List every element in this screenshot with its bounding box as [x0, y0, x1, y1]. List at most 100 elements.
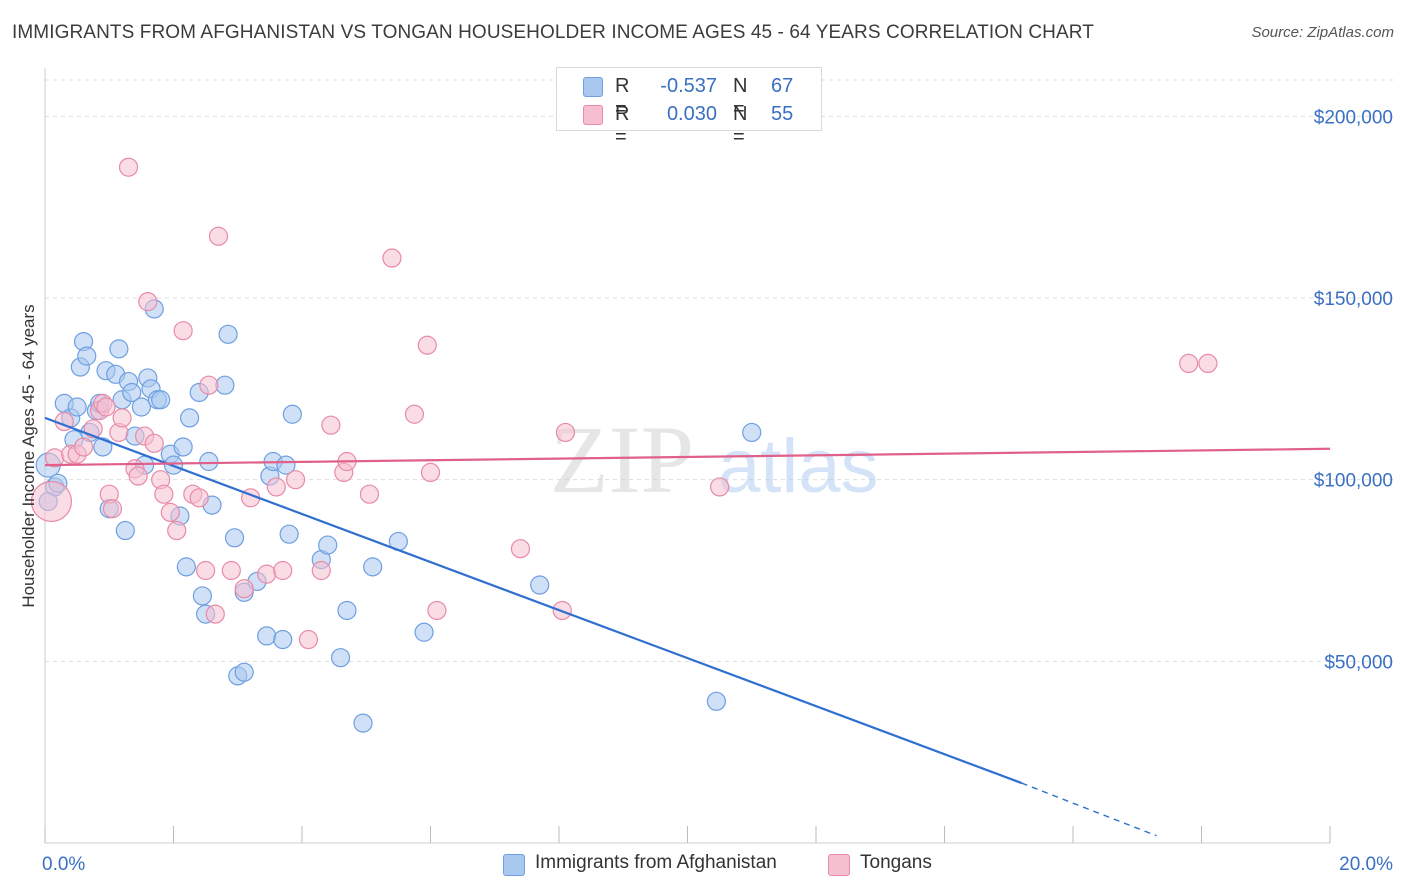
- n-value: 67: [771, 75, 794, 97]
- point-afghanistan: [109, 339, 129, 359]
- trend-lines: [44, 416, 1331, 837]
- point-tongans: [404, 404, 425, 424]
- n-label: N =: [733, 103, 748, 148]
- point-tongans: [73, 437, 94, 457]
- legend-swatch-blue: [503, 854, 525, 876]
- point-afghanistan: [279, 524, 299, 544]
- legend-swatch-pink: [828, 854, 850, 876]
- point-tongans: [102, 499, 123, 519]
- point-afghanistan: [742, 422, 762, 443]
- point-tongans: [205, 604, 225, 624]
- point-afghanistan: [122, 382, 142, 403]
- stats-swatch-pink: [583, 105, 603, 125]
- stats-swatch-blue: [583, 77, 603, 97]
- point-afghanistan: [224, 528, 245, 548]
- watermark-atlas: atlas: [718, 424, 879, 509]
- point-afghanistan: [257, 626, 277, 646]
- point-tongans: [417, 335, 437, 355]
- point-tongans: [710, 477, 730, 497]
- trend-line-tongans: [44, 447, 1331, 467]
- point-tongans: [154, 484, 174, 504]
- n-label: N =: [733, 75, 748, 120]
- point-afghanistan: [192, 586, 213, 606]
- point-tongans: [160, 502, 180, 522]
- point-afghanistan: [276, 455, 296, 475]
- point-tongans: [196, 560, 216, 581]
- point-afghanistan: [414, 622, 434, 642]
- point-tongans: [118, 157, 139, 177]
- point-tongans: [128, 466, 148, 486]
- legend-label: Tongans: [860, 852, 932, 873]
- point-afghanistan: [179, 408, 200, 428]
- axes: [44, 68, 1331, 844]
- point-tongans: [96, 397, 116, 417]
- r-value: -0.537: [660, 75, 717, 97]
- y-tick-label: $50,000: [1324, 652, 1393, 673]
- watermark: ZIP atlas: [550, 406, 879, 513]
- point-tongans: [311, 560, 331, 581]
- trend-line-afghanistan: [44, 416, 1022, 785]
- r-value: 0.030: [666, 103, 717, 125]
- source-label: Source: ZipAtlas.com: [1251, 24, 1394, 41]
- point-tongans: [427, 600, 447, 621]
- point-afghanistan: [115, 520, 135, 541]
- point-afghanistan: [215, 375, 235, 395]
- point-afghanistan: [151, 390, 171, 410]
- point-tongans: [199, 375, 219, 395]
- point-tongans: [112, 408, 132, 428]
- point-tongans: [1198, 353, 1218, 373]
- point-tongans: [221, 560, 241, 581]
- point-afghanistan: [77, 346, 97, 366]
- point-afghanistan: [318, 535, 338, 555]
- point-tongans: [189, 488, 209, 508]
- point-tongans: [208, 226, 229, 246]
- point-tongans: [420, 462, 441, 482]
- point-tongans: [510, 539, 531, 559]
- point-tongans: [30, 480, 73, 523]
- chart-title: IMMIGRANTS FROM AFGHANISTAN VS TONGAN HO…: [12, 22, 1094, 43]
- point-afghanistan: [273, 629, 293, 650]
- trend-line-afghanistan-extension: [1021, 782, 1157, 837]
- point-afghanistan: [173, 437, 193, 457]
- point-tongans: [144, 433, 164, 453]
- point-afghanistan: [706, 691, 727, 711]
- point-tongans: [138, 292, 158, 312]
- point-afghanistan: [234, 662, 254, 682]
- y-tick-label: $150,000: [1314, 289, 1393, 310]
- r-label: R =: [615, 103, 630, 148]
- point-tongans: [266, 477, 286, 497]
- point-tongans: [273, 560, 293, 581]
- point-tongans: [234, 579, 254, 599]
- tick-labels: $50,000 $100,000 $150,000 $200,000 0.0% 20.0%: [42, 107, 1393, 875]
- point-tongans: [285, 470, 306, 490]
- x-tick-label-max: 20.0%: [1339, 854, 1393, 875]
- y-axis-label: Householder Income Ages 45 - 64 years: [19, 304, 38, 607]
- point-tongans: [173, 321, 193, 341]
- point-tongans: [359, 484, 380, 504]
- point-afghanistan: [363, 557, 383, 577]
- point-tongans: [382, 248, 402, 268]
- point-afghanistan: [131, 397, 151, 417]
- point-afghanistan: [93, 437, 113, 457]
- point-afghanistan: [176, 557, 196, 577]
- point-afghanistan: [218, 324, 238, 344]
- point-afghanistan: [530, 575, 550, 595]
- n-value: 55: [771, 103, 794, 125]
- point-tongans: [167, 520, 187, 541]
- point-tongans: [257, 564, 277, 584]
- x-tick-label-min: 0.0%: [42, 854, 85, 875]
- point-tongans: [1179, 353, 1199, 373]
- point-tongans: [321, 415, 341, 435]
- point-afghanistan: [199, 451, 219, 472]
- stats-box: R = -0.537 N = 67 R = 0.030 N = 55: [556, 67, 822, 148]
- legend-label: Immigrants from Afghanistan: [535, 852, 777, 873]
- r-label: R =: [615, 75, 630, 120]
- point-afghanistan: [330, 648, 351, 668]
- point-afghanistan: [282, 404, 302, 424]
- point-tongans: [298, 629, 319, 650]
- point-tongans: [555, 422, 576, 443]
- point-afghanistan: [67, 397, 87, 417]
- point-afghanistan: [337, 600, 357, 621]
- y-tick-label: $100,000: [1314, 471, 1393, 492]
